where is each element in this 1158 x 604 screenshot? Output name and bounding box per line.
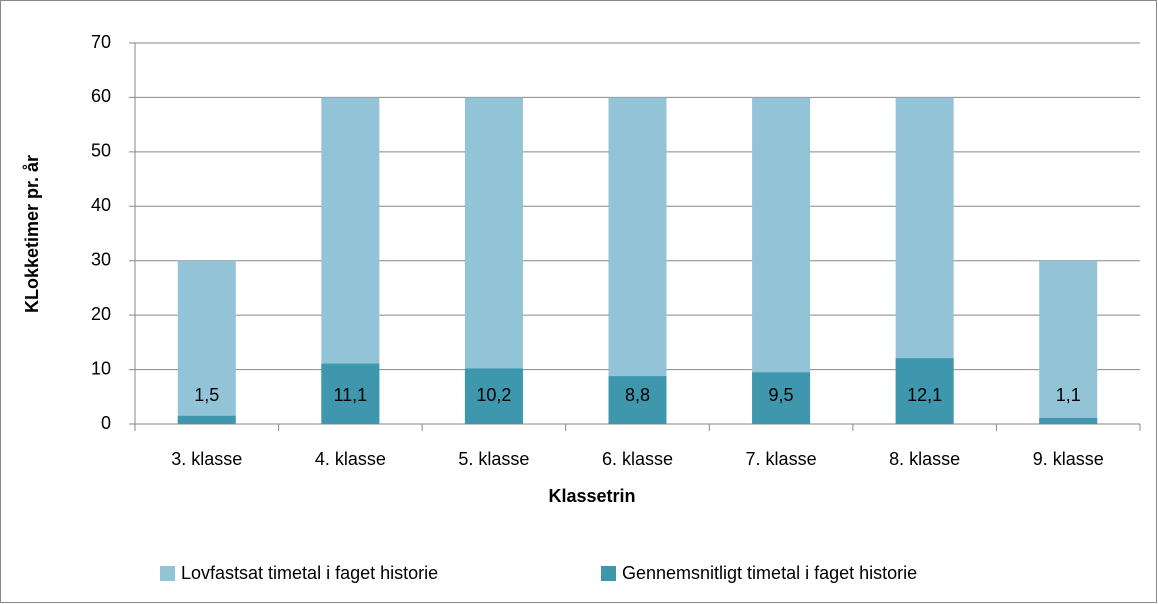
legend-label: Gennemsnitligt timetal i faget historie (622, 563, 917, 583)
y-axis-label: KLokketimer pr. år (22, 155, 42, 313)
legend-swatch (601, 566, 616, 581)
x-tick-label: 5. klasse (458, 449, 529, 469)
y-tick-label: 50 (91, 141, 111, 161)
y-tick-label: 70 (91, 32, 111, 52)
value-label: 1,5 (194, 385, 219, 405)
x-tick-label: 6. klasse (602, 449, 673, 469)
value-label: 9,5 (769, 385, 794, 405)
x-tick-label: 4. klasse (315, 449, 386, 469)
bar (1039, 418, 1098, 424)
bar (752, 97, 811, 424)
bar (895, 358, 954, 424)
value-label: 12,1 (907, 385, 942, 405)
x-tick-label: 8. klasse (889, 449, 960, 469)
y-tick-label: 40 (91, 195, 111, 215)
bar (608, 97, 667, 424)
y-tick-label: 60 (91, 86, 111, 106)
x-tick-label: 9. klasse (1033, 449, 1104, 469)
bar (177, 260, 236, 424)
x-axis-label: Klassetrin (548, 486, 635, 506)
bar (1039, 260, 1098, 424)
y-tick-label: 30 (91, 249, 111, 269)
y-tick-label: 10 (91, 358, 111, 378)
bar (464, 368, 523, 424)
x-tick-label: 7. klasse (746, 449, 817, 469)
bar (177, 415, 236, 424)
bar (321, 363, 380, 424)
value-label: 1,1 (1056, 385, 1081, 405)
value-label: 8,8 (625, 385, 650, 405)
value-label: 11,1 (334, 385, 368, 405)
legend-label: Lovfastsat timetal i faget historie (181, 563, 438, 583)
x-tick-label: 3. klasse (171, 449, 242, 469)
y-tick-label: 0 (101, 413, 111, 433)
y-tick-label: 20 (91, 304, 111, 324)
value-label: 10,2 (476, 385, 511, 405)
legend-swatch (160, 566, 175, 581)
bar (608, 376, 667, 424)
bar (752, 372, 811, 424)
